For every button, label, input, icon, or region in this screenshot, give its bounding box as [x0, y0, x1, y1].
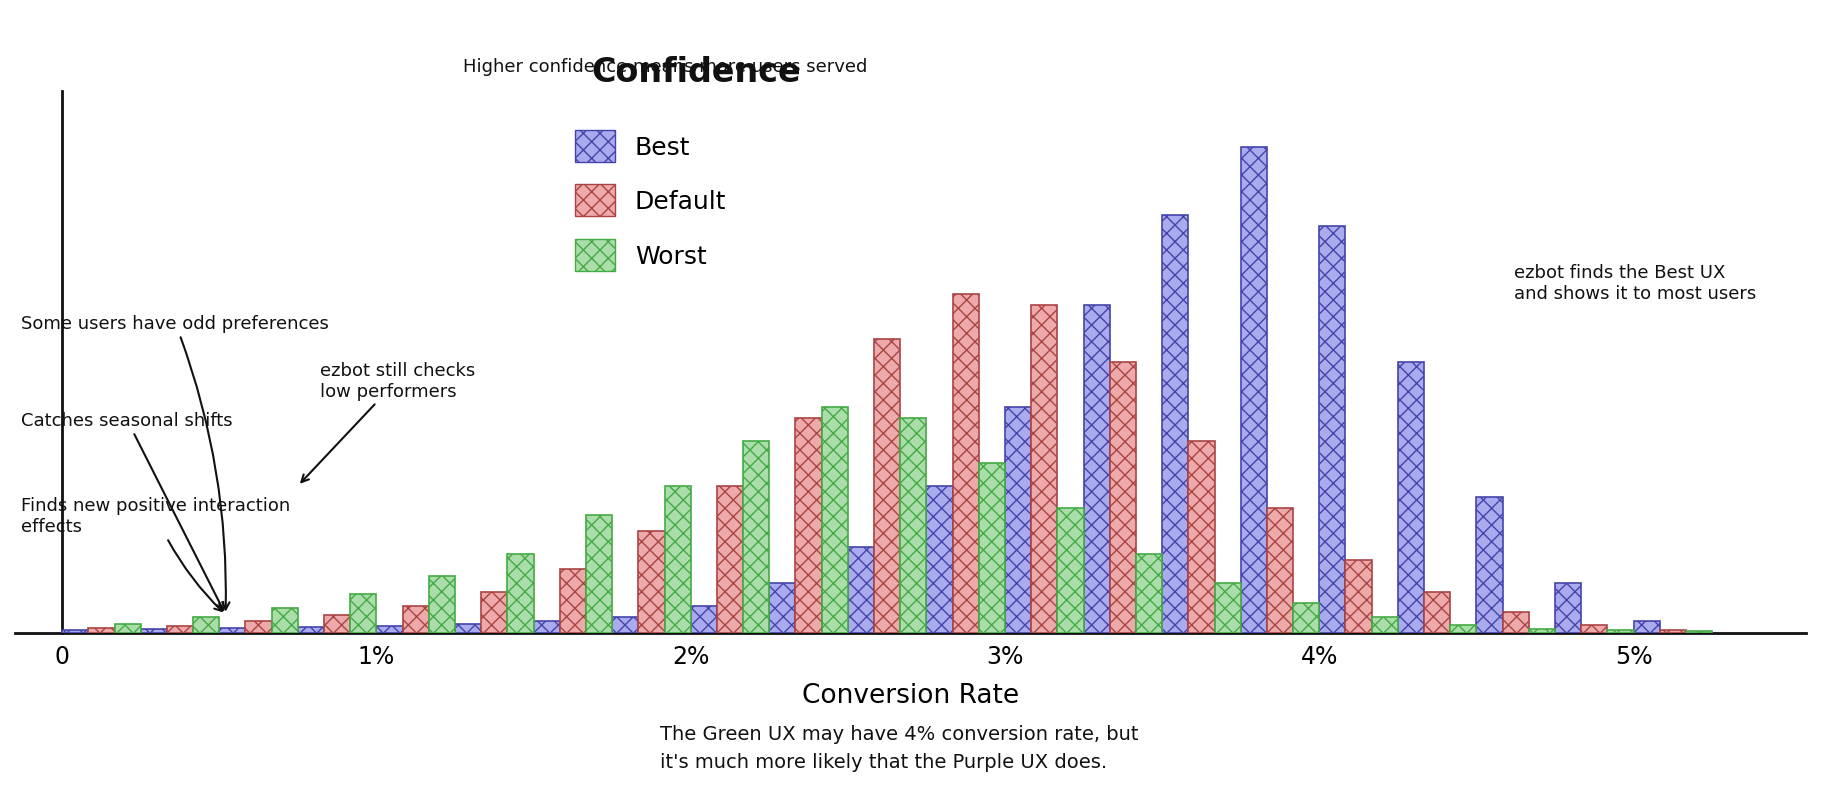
Bar — [299, 627, 324, 633]
Bar — [586, 516, 612, 633]
Legend: Best, Default, Worst: Best, Default, Worst — [564, 120, 736, 282]
Bar — [141, 630, 167, 633]
Bar — [482, 593, 507, 633]
Bar — [1502, 613, 1528, 633]
Bar — [612, 617, 638, 633]
Text: Finds new positive interaction
effects: Finds new positive interaction effects — [22, 496, 291, 611]
Bar — [769, 583, 795, 633]
Bar — [454, 624, 482, 633]
Bar — [1110, 362, 1136, 633]
Bar — [271, 608, 299, 633]
Text: Higher confidence means more users served: Higher confidence means more users serve… — [463, 58, 867, 75]
Bar — [848, 547, 874, 633]
Bar — [88, 628, 115, 633]
Bar — [978, 463, 1006, 633]
Bar — [1319, 227, 1345, 633]
Text: Confidence: Confidence — [592, 56, 801, 89]
Bar — [507, 554, 533, 633]
X-axis label: Conversion Rate: Conversion Rate — [802, 682, 1019, 707]
Bar — [1372, 617, 1398, 633]
Bar — [795, 418, 823, 633]
Bar — [1240, 148, 1268, 633]
Bar — [1268, 509, 1293, 633]
Bar — [1345, 560, 1372, 633]
Bar — [1451, 625, 1477, 633]
Bar — [823, 407, 848, 633]
Bar — [167, 626, 192, 633]
Bar — [1581, 625, 1607, 633]
Bar — [1634, 622, 1660, 633]
Bar — [350, 594, 376, 633]
Bar — [115, 624, 141, 633]
Bar — [900, 418, 927, 633]
Text: Some users have odd preferences: Some users have odd preferences — [22, 315, 330, 609]
Bar — [403, 605, 429, 633]
Bar — [1006, 407, 1031, 633]
Bar — [1477, 498, 1502, 633]
Bar — [927, 487, 953, 633]
Text: ezbot finds the Best UX
and shows it to most users: ezbot finds the Best UX and shows it to … — [1513, 264, 1757, 303]
Bar — [1057, 509, 1083, 633]
Bar — [429, 577, 454, 633]
Bar — [1528, 629, 1555, 633]
Bar — [245, 622, 271, 633]
Bar — [324, 615, 350, 633]
Bar — [1660, 630, 1685, 633]
Bar — [220, 628, 245, 633]
Bar — [192, 617, 220, 633]
Bar — [744, 441, 769, 633]
Bar — [874, 340, 900, 633]
Bar — [1293, 604, 1319, 633]
Bar — [1215, 583, 1240, 633]
Bar — [1685, 632, 1713, 633]
Text: Catches seasonal shifts: Catches seasonal shifts — [22, 411, 233, 610]
Bar — [1083, 306, 1110, 633]
Bar — [1398, 362, 1423, 633]
Bar — [376, 626, 403, 633]
Text: The Green UX may have 4% conversion rate, but
it's much more likely that the Pur: The Green UX may have 4% conversion rate… — [660, 724, 1138, 771]
Bar — [533, 622, 561, 633]
Bar — [691, 605, 716, 633]
Bar — [1189, 441, 1215, 633]
Bar — [1423, 593, 1451, 633]
Bar — [953, 295, 978, 633]
Bar — [62, 630, 88, 633]
Bar — [1031, 306, 1057, 633]
Bar — [638, 532, 665, 633]
Bar — [1136, 554, 1161, 633]
Bar — [1607, 630, 1634, 633]
Bar — [716, 487, 744, 633]
Bar — [561, 569, 586, 633]
Bar — [665, 487, 691, 633]
Text: ezbot still checks
low performers: ezbot still checks low performers — [300, 361, 474, 483]
Bar — [1161, 216, 1189, 633]
Bar — [1555, 583, 1581, 633]
